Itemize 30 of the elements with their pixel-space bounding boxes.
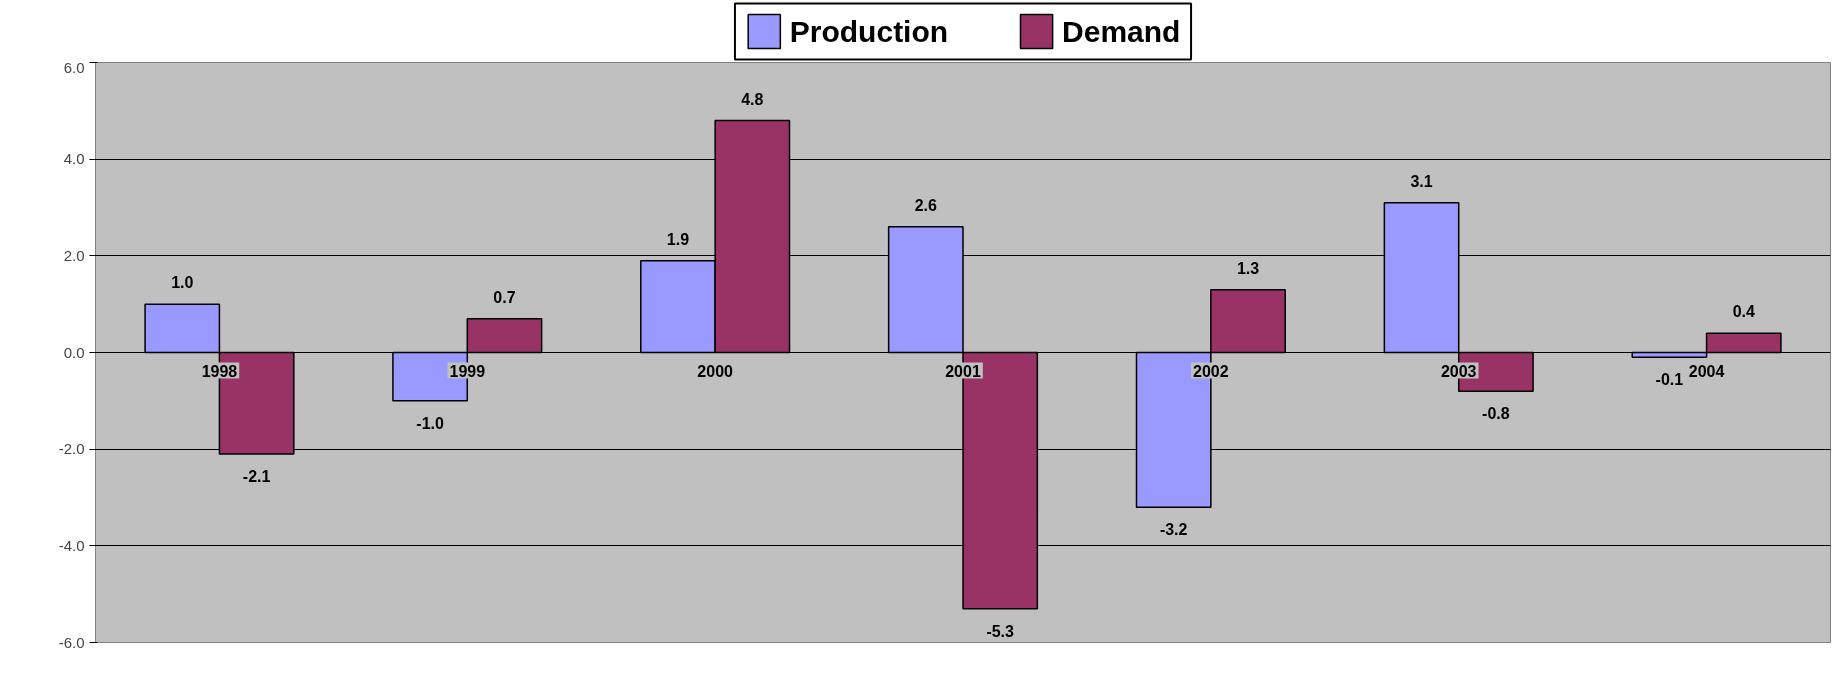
y-tick-label: 0.0: [63, 343, 85, 361]
y-tick-label: 6.0: [63, 58, 85, 76]
y-tick-label: 2.0: [63, 246, 85, 264]
data-label: -1.0: [416, 414, 444, 432]
data-label: 1.3: [1236, 259, 1260, 277]
data-label: -0.8: [1482, 405, 1510, 423]
x-tick-label: 2001: [945, 362, 981, 380]
y-tick-label: -4.0: [58, 536, 85, 554]
data-label: 0.7: [493, 288, 516, 306]
y-tick-label: -2.0: [58, 440, 85, 458]
x-tick-label: 1999: [449, 362, 486, 380]
data-label: 3.1: [1410, 172, 1433, 190]
data-label: -5.3: [986, 622, 1015, 640]
y-tick-label: -6.0: [58, 633, 85, 651]
y-tick-label: 4.0: [63, 150, 85, 168]
x-tick-label: 2004: [1688, 362, 1725, 380]
x-tick-label: 2003: [1440, 362, 1477, 380]
data-label: -3.2: [1159, 521, 1188, 539]
data-label: 0.4: [1732, 303, 1755, 321]
data-label: 1.0: [171, 274, 194, 292]
x-tick-label: 2002: [1193, 362, 1229, 380]
data-label: 1.9: [666, 230, 690, 248]
x-tick-label: 1998: [201, 362, 238, 380]
legend-label: Production: [789, 15, 949, 48]
data-label: 4.8: [741, 90, 764, 108]
legend-label: Demand: [1062, 15, 1181, 48]
x-tick-label: 2000: [697, 362, 734, 380]
data-label: 2.6: [914, 196, 938, 214]
data-label: -2.1: [242, 468, 271, 485]
data-label: -0.1: [1655, 371, 1684, 389]
